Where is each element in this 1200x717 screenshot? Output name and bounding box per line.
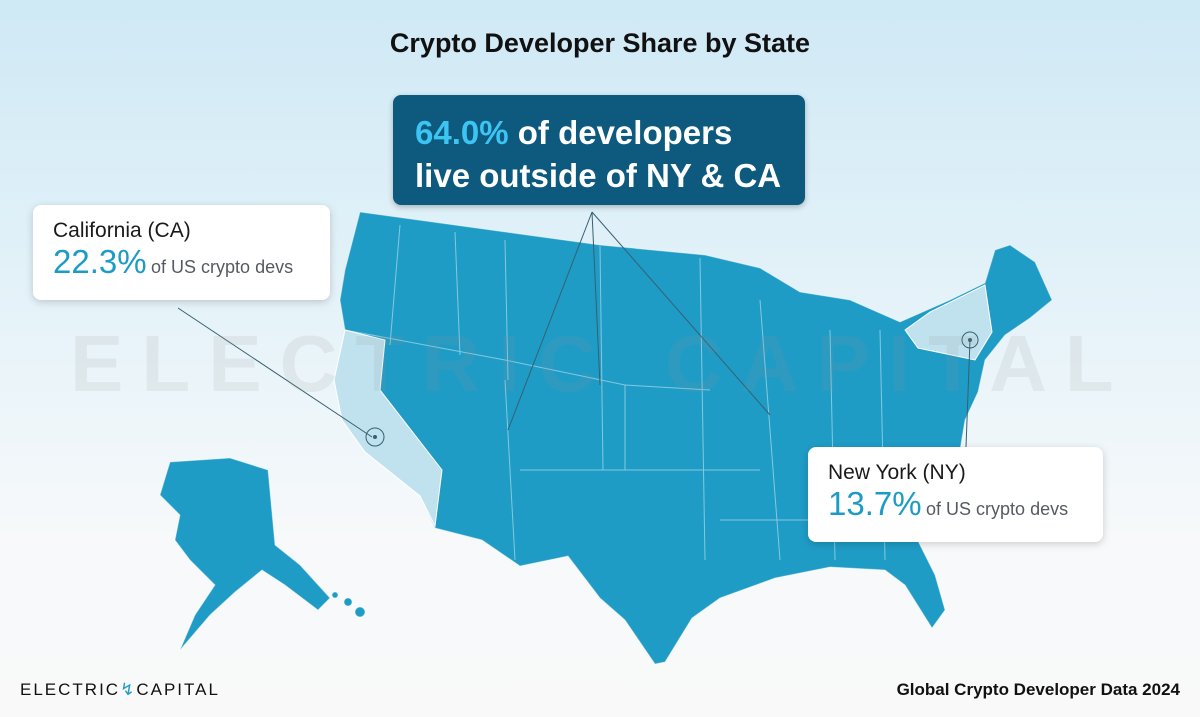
card-label: New York (NY) xyxy=(828,461,966,484)
logo-text: CAPITAL xyxy=(136,680,220,699)
ca-marker xyxy=(365,427,385,447)
card-label: California (CA) xyxy=(53,219,191,242)
ny-dot xyxy=(968,338,972,342)
leader-lines xyxy=(177,211,979,448)
main-leaders xyxy=(507,211,771,431)
ca-card: California (CA) 22.3% of US crypto devs xyxy=(33,205,330,300)
ny-card: New York (NY) 13.7% of US crypto devs xyxy=(808,447,1103,542)
card-value: 22.3% xyxy=(53,243,147,280)
california-shape xyxy=(333,329,443,528)
source: Global Crypto Developer Data 2024 xyxy=(896,680,1180,699)
ca-dot xyxy=(373,435,377,439)
watermark: ELECTRIC xyxy=(70,319,614,408)
ny-marker xyxy=(961,331,979,349)
contiguous-us xyxy=(333,211,1053,665)
card-value: 13.7% xyxy=(828,485,922,522)
highlight: 64.0% xyxy=(415,114,509,151)
state-lines xyxy=(344,224,900,561)
logo-text: ELECTRIC xyxy=(20,680,121,699)
hawaii xyxy=(354,606,366,618)
card-text: of US crypto devs xyxy=(151,257,294,277)
hawaii xyxy=(343,597,353,607)
hawaii xyxy=(331,591,339,599)
callout-text: live outside of NY & CA xyxy=(415,157,782,194)
callout-text: of developers xyxy=(517,114,733,151)
main-callout: 64.0% of developers live outside of NY &… xyxy=(393,95,805,205)
ca-leader xyxy=(177,307,373,438)
card-text: of US crypto devs xyxy=(926,499,1069,519)
alaska xyxy=(159,457,331,651)
logo: ELECTRIC↯CAPITAL xyxy=(20,680,220,699)
ny-leader xyxy=(965,339,971,448)
us-map xyxy=(159,211,1053,665)
title: Crypto Developer Share by State xyxy=(389,28,811,58)
watermark: CAPITAL xyxy=(665,319,1132,408)
